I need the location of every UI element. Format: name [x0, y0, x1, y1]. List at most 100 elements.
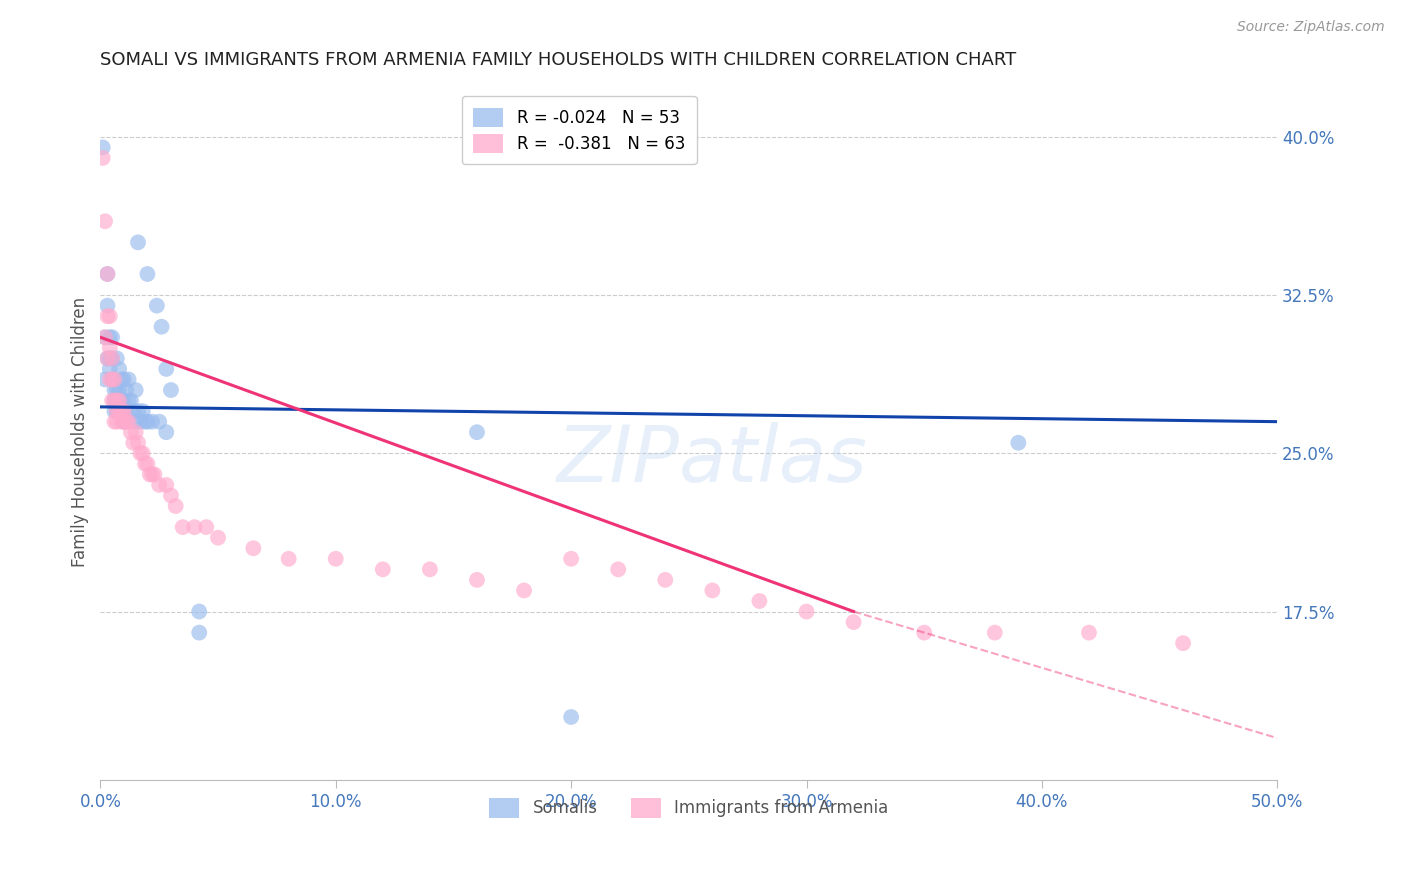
Point [96, 267, 118, 281]
Point [129, 446, 152, 460]
Point [98, 372, 121, 386]
Point [702, 583, 724, 598]
Point [94, 372, 117, 386]
Point [101, 372, 124, 386]
Point [183, 520, 205, 534]
Point [136, 415, 159, 429]
Point [124, 415, 146, 429]
Point [117, 415, 139, 429]
Point [115, 383, 138, 397]
Point [129, 415, 152, 429]
Point [155, 362, 177, 376]
Point [188, 625, 211, 640]
Point [112, 404, 135, 418]
Point [110, 393, 132, 408]
Point [105, 404, 128, 418]
Point [112, 415, 135, 429]
Point [110, 404, 132, 418]
Point [127, 435, 149, 450]
Point [654, 573, 676, 587]
Point [105, 351, 128, 366]
Point [101, 351, 124, 366]
Legend: Somalis, Immigrants from Armenia: Somalis, Immigrants from Armenia [482, 791, 896, 824]
Point [96, 267, 118, 281]
Point [98, 341, 121, 355]
Point [325, 551, 347, 566]
Point [108, 404, 131, 418]
Point [117, 393, 139, 408]
Point [165, 499, 187, 513]
Point [912, 625, 935, 640]
Point [207, 531, 229, 545]
Point [160, 488, 183, 502]
Point [105, 383, 128, 397]
Point [513, 583, 536, 598]
Point [105, 404, 128, 418]
Point [94, 214, 117, 228]
Point [188, 605, 211, 619]
Point [122, 404, 145, 418]
Point [112, 393, 135, 408]
Point [984, 625, 1007, 640]
Point [1078, 625, 1101, 640]
Point [148, 415, 170, 429]
Point [371, 562, 394, 576]
Point [748, 594, 770, 608]
Point [124, 425, 146, 440]
Point [105, 393, 128, 408]
Point [108, 362, 131, 376]
Point [195, 520, 218, 534]
Point [150, 319, 173, 334]
Point [112, 372, 135, 386]
Point [96, 351, 118, 366]
Point [96, 351, 118, 366]
Point [136, 267, 159, 281]
Point [115, 404, 138, 418]
Point [127, 404, 149, 418]
Point [103, 404, 125, 418]
Point [146, 299, 169, 313]
Point [120, 425, 142, 440]
Point [141, 415, 163, 429]
Point [242, 541, 264, 556]
Point [120, 393, 142, 408]
Point [143, 467, 166, 482]
Point [117, 372, 139, 386]
Point [160, 383, 183, 397]
Point [110, 415, 132, 429]
Point [136, 457, 159, 471]
Point [172, 520, 194, 534]
Text: SOMALI VS IMMIGRANTS FROM ARMENIA FAMILY HOUSEHOLDS WITH CHILDREN CORRELATION CH: SOMALI VS IMMIGRANTS FROM ARMENIA FAMILY… [100, 51, 1017, 69]
Point [101, 330, 124, 344]
Point [155, 478, 177, 492]
Text: ZIPatlas: ZIPatlas [557, 422, 868, 498]
Point [1007, 435, 1029, 450]
Point [98, 351, 121, 366]
Point [796, 605, 818, 619]
Point [103, 393, 125, 408]
Point [1171, 636, 1194, 650]
Point [94, 330, 117, 344]
Point [132, 446, 155, 460]
Point [108, 383, 131, 397]
Point [155, 425, 177, 440]
Point [91, 140, 114, 154]
Text: Source: ZipAtlas.com: Source: ZipAtlas.com [1237, 20, 1385, 34]
Point [98, 362, 121, 376]
Point [148, 478, 170, 492]
Point [122, 435, 145, 450]
Point [465, 425, 488, 440]
Point [419, 562, 441, 576]
Point [101, 372, 124, 386]
Point [96, 299, 118, 313]
Point [98, 309, 121, 323]
Point [127, 235, 149, 250]
Y-axis label: Family Households with Children: Family Households with Children [72, 297, 89, 567]
Point [277, 551, 299, 566]
Point [96, 309, 118, 323]
Point [132, 404, 155, 418]
Point [108, 393, 131, 408]
Point [607, 562, 630, 576]
Point [560, 710, 582, 724]
Point [108, 404, 131, 418]
